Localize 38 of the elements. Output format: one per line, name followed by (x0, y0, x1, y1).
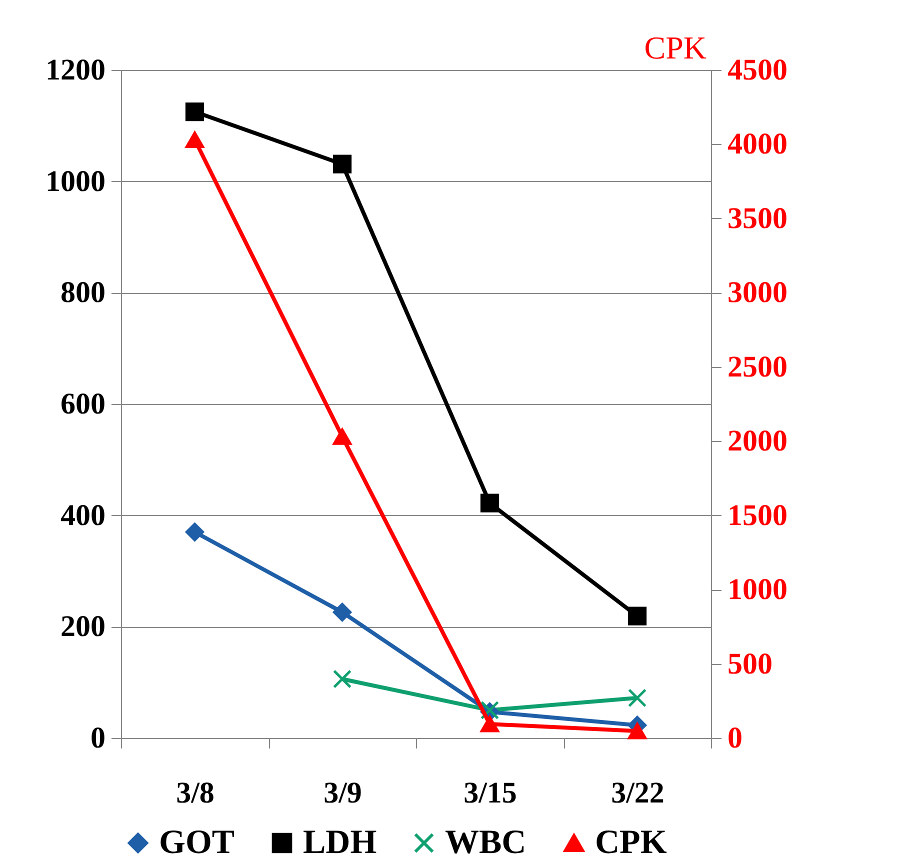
point (628, 722, 647, 740)
legend-label: CPK (595, 824, 668, 861)
point (185, 102, 204, 122)
y-tick-label: 400 (60, 498, 106, 532)
y-tick-label: 600 (60, 388, 106, 420)
y2-tick-label: 4500 (728, 54, 788, 86)
y2-tick-label: 3500 (728, 202, 788, 235)
y2-tick-label: 2500 (728, 350, 788, 384)
point (480, 716, 500, 732)
y2-tick-label: 1000 (728, 573, 788, 606)
y-tick-label: 0 (90, 722, 106, 754)
point (185, 522, 204, 542)
y2-tick-label: 1500 (728, 498, 788, 532)
y2-axis-title: CPK (644, 30, 706, 66)
point (480, 494, 500, 512)
point (332, 428, 352, 445)
point (332, 154, 352, 174)
y-tick-label: 1200 (46, 54, 106, 86)
y2-tick-label: 500 (728, 647, 772, 680)
x-tick-label: 3/15 (464, 776, 517, 810)
y-tick-label: 1000 (46, 164, 106, 198)
point (628, 688, 647, 708)
x-tick-label: 3/8 (176, 776, 214, 810)
y2-tick-label: 4000 (728, 128, 788, 161)
point (185, 132, 204, 148)
point (628, 606, 647, 626)
y2-tick-label: 3000 (728, 276, 788, 310)
y-tick-label: 800 (60, 276, 106, 310)
legend-label: WBC (445, 824, 526, 861)
y2-tick-label: 2000 (728, 424, 788, 458)
point (332, 670, 352, 688)
y-tick-label: 200 (60, 610, 106, 644)
y2-tick-label: 0 (728, 722, 742, 754)
legend-label: GOT (159, 824, 235, 861)
x-tick-label: 3/9 (324, 776, 362, 810)
x-tick-label: 3/22 (611, 776, 664, 810)
point (332, 602, 352, 622)
legend-label: LDH (303, 824, 377, 861)
